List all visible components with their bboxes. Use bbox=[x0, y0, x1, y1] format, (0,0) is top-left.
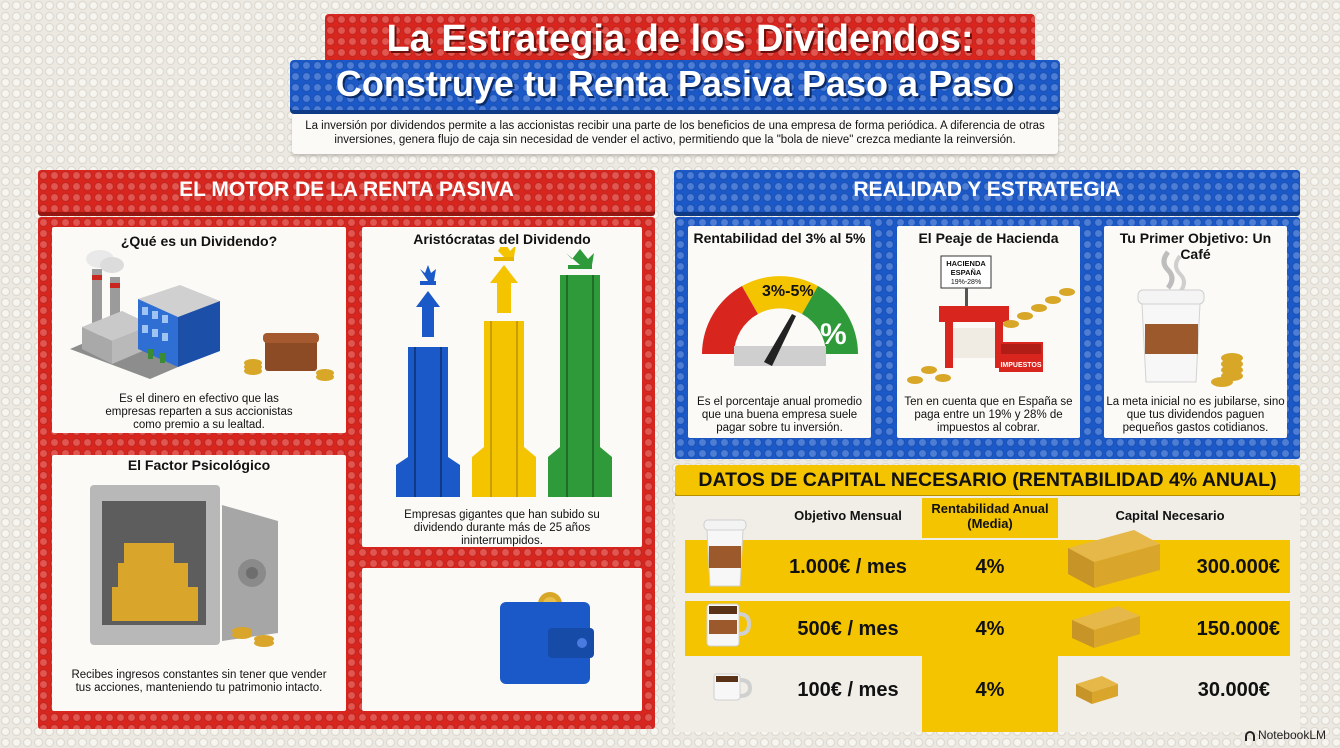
card-title: Aristócratas del Dividendo bbox=[413, 231, 591, 247]
monthly-goal-cell: 500€ / mes bbox=[797, 618, 899, 640]
column-header-rentabilidad: Rentabilidad Anual (Media) bbox=[922, 498, 1058, 538]
capital-cell: 300.000€ bbox=[1196, 556, 1280, 578]
espresso-cup-icon bbox=[713, 673, 753, 701]
table-row bbox=[685, 540, 1290, 593]
column-header-objetivo: Objetivo Mensual bbox=[794, 508, 902, 523]
brand-label: NotebookLM bbox=[1257, 728, 1326, 742]
card-title: El Peaje de Hacienda bbox=[918, 230, 1059, 246]
percent-symbol: % bbox=[820, 318, 847, 351]
rising-towers-illustration bbox=[396, 247, 612, 497]
sign-line-3: 19%-28% bbox=[951, 279, 981, 286]
title-line-1: La Estrategia de los Dividendos: bbox=[325, 14, 1035, 64]
card-aristocratas: Aristócratas del Dividendo Empresas giga… bbox=[362, 227, 642, 547]
gauge-illustration: 3%-5% % bbox=[702, 276, 858, 366]
coffee-cup-illustration bbox=[1137, 250, 1243, 387]
brand-logo-icon bbox=[1244, 730, 1255, 741]
card-peaje-hacienda: El Peaje de Hacienda HACIENDA ESPAÑA 19%… bbox=[897, 226, 1080, 438]
card-title: Rentabilidad del 3% al 5% bbox=[693, 230, 866, 246]
title-line-2: Construye tu Renta Pasiva Paso a Paso bbox=[290, 60, 1060, 110]
card-title: ¿Qué es un Dividendo? bbox=[120, 233, 278, 249]
section-heading-realidad: REALIDAD Y ESTRATEGIA bbox=[674, 170, 1300, 212]
card-primer-objetivo: Tu Primer Objetivo: Un Café La meta inic… bbox=[1104, 226, 1287, 438]
gold-stack-medium-icon bbox=[1072, 606, 1140, 648]
capital-cell: 150.000€ bbox=[1196, 618, 1280, 640]
capital-cell: 30.000€ bbox=[1197, 679, 1270, 701]
notebooklm-brand: NotebookLM bbox=[1244, 728, 1326, 742]
safe-with-gold-illustration bbox=[90, 485, 278, 647]
wallet-illustration bbox=[500, 592, 594, 684]
rate-cell: 4% bbox=[975, 679, 1005, 701]
card-text: Es el porcentaje anual promedio que una … bbox=[697, 396, 862, 434]
monthly-goal-cell: 1.000€ / mes bbox=[789, 556, 907, 578]
card-title: Tu Primer Objetivo: Un Café bbox=[1119, 230, 1272, 262]
wallet-panel bbox=[362, 568, 642, 711]
card-text: Ten en cuenta que en España se paga entr… bbox=[904, 396, 1073, 434]
gauge-label: 3%-5% bbox=[762, 283, 814, 300]
card-factor-psicologico: El Factor Psicológico Recibes ingresos c… bbox=[52, 455, 346, 711]
coffee-large-icon bbox=[703, 519, 747, 587]
rate-cell: 4% bbox=[975, 556, 1005, 578]
rate-cell: 4% bbox=[975, 618, 1005, 640]
card-rentabilidad: Rentabilidad del 3% al 5% 3%-5% % Es el … bbox=[688, 226, 871, 438]
intro-text: La inversión por dividendos permite a la… bbox=[292, 114, 1058, 154]
sign-line-2: ESPAÑA bbox=[951, 268, 982, 277]
section-heading-motor: EL MOTOR DE LA RENTA PASIVA bbox=[38, 170, 655, 212]
table-row-divider bbox=[685, 593, 1290, 601]
tax-box-label: IMPUESTOS bbox=[1000, 362, 1041, 369]
tax-booth-illustration: HACIENDA ESPAÑA 19%-28% IMPUESTOS bbox=[907, 255, 1075, 384]
table-row bbox=[685, 601, 1290, 656]
capital-table-heading: DATOS DE CAPITAL NECESARIO (RENTABILIDAD… bbox=[675, 465, 1300, 495]
gold-stack-large-icon bbox=[1068, 530, 1160, 588]
card-text: Recibes ingresos constantes sin tener qu… bbox=[71, 669, 327, 694]
monthly-goal-cell: 100€ / mes bbox=[797, 679, 899, 701]
gold-stack-small-icon bbox=[1076, 676, 1118, 704]
column-header-capital: Capital Necesario bbox=[1115, 508, 1225, 523]
coffee-mug-icon bbox=[706, 603, 751, 647]
card-text: La meta inicial no es jubilarse, sino qu… bbox=[1106, 396, 1285, 434]
card-text: Es el dinero en efectivo que las empresa… bbox=[105, 393, 293, 431]
card-que-es-dividendo: ¿Qué es un Dividendo? Es el dinero en ef… bbox=[52, 227, 346, 433]
rate-column-strip bbox=[922, 656, 1058, 732]
factory-building-illustration bbox=[70, 250, 334, 381]
card-title: El Factor Psicológico bbox=[127, 457, 271, 473]
sign-line-1: HACIENDA bbox=[946, 259, 986, 268]
card-text: Empresas gigantes que han subido su divi… bbox=[404, 509, 600, 547]
